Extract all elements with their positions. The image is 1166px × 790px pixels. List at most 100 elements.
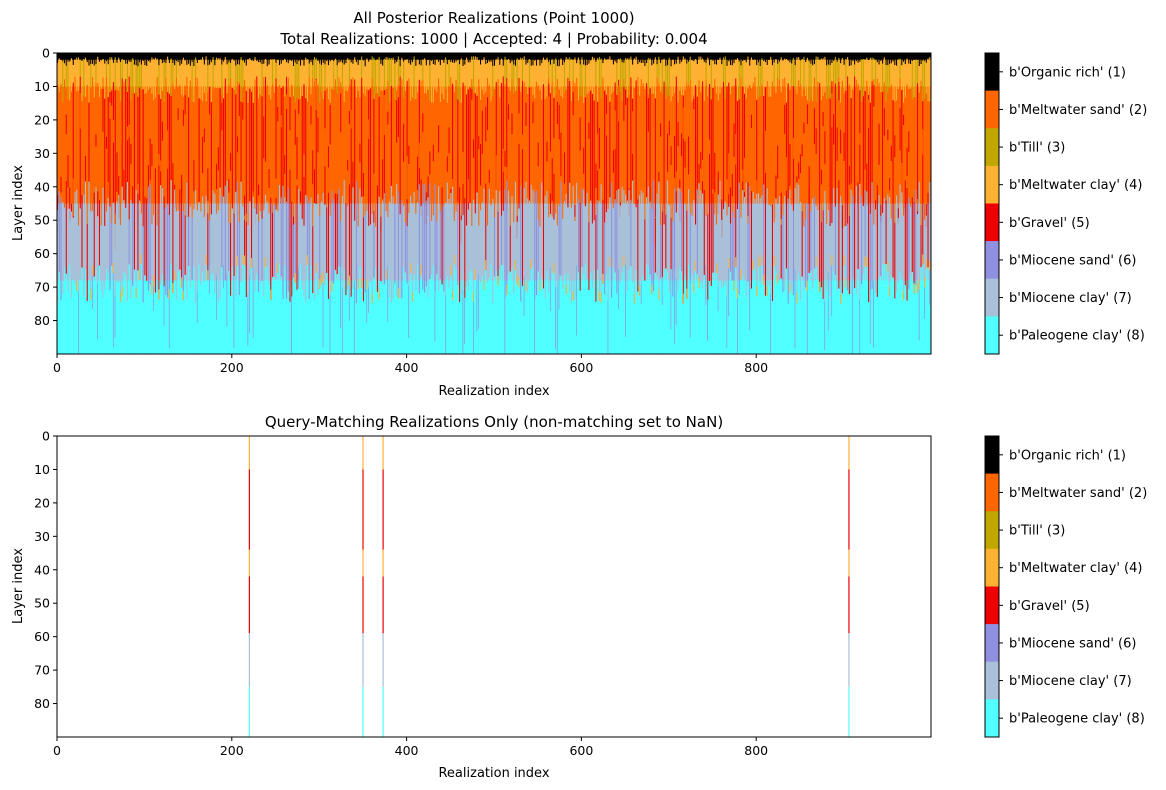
heatmap-cell xyxy=(855,79,857,186)
heatmap-cell xyxy=(392,87,394,197)
heatmap-cell xyxy=(787,198,789,304)
heatmap-cell xyxy=(397,298,399,354)
heatmap-cell xyxy=(348,53,350,60)
heatmap-cell xyxy=(855,294,857,354)
heatmap-cell xyxy=(595,53,597,62)
heatmap-cell xyxy=(125,274,127,354)
heatmap-cell xyxy=(107,97,109,198)
heatmap-cell xyxy=(761,83,763,196)
heatmap-cell xyxy=(714,271,716,354)
heatmap-cell xyxy=(481,202,483,276)
heatmap-cell xyxy=(710,218,712,286)
heatmap-cell xyxy=(396,295,398,354)
heatmap-cell xyxy=(294,62,296,103)
heatmap-cell xyxy=(857,182,859,270)
heatmap-cell xyxy=(478,60,480,80)
heatmap-cell xyxy=(621,272,623,354)
heatmap-cell xyxy=(726,296,728,348)
heatmap-cell xyxy=(167,53,169,57)
heatmap-cell xyxy=(198,202,200,265)
heatmap-cell xyxy=(689,80,691,214)
heatmap-cell xyxy=(446,182,448,277)
heatmap-cell xyxy=(724,284,726,354)
heatmap-cell xyxy=(247,59,249,104)
heatmap-cell xyxy=(513,53,515,65)
heatmap-cell xyxy=(675,53,677,64)
heatmap-cell xyxy=(665,214,667,269)
heatmap-cell xyxy=(689,53,691,57)
heatmap-cell xyxy=(715,53,718,65)
heatmap-cell xyxy=(630,200,632,267)
top-plot-frame xyxy=(56,52,932,355)
heatmap-cell xyxy=(445,53,447,58)
top-colorbar: b'Organic rich' (1)b'Meltwater sand' (2)… xyxy=(984,52,1147,355)
heatmap-cell xyxy=(170,180,172,265)
heatmap-cell xyxy=(658,181,660,300)
heatmap-cell xyxy=(595,301,597,354)
heatmap-cell xyxy=(83,53,85,59)
heatmap-cell xyxy=(70,211,73,299)
heatmap-cell xyxy=(277,59,279,87)
heatmap-cell xyxy=(500,215,503,266)
heatmap-cell xyxy=(354,79,356,221)
heatmap-cell xyxy=(69,187,71,221)
heatmap-cell xyxy=(890,218,892,276)
heatmap-cell xyxy=(147,165,149,201)
heatmap-cell xyxy=(511,61,513,79)
heatmap-cell xyxy=(261,53,263,65)
heatmap-cell xyxy=(399,53,401,67)
heatmap-cell xyxy=(404,53,406,60)
heatmap-cell xyxy=(74,191,76,285)
heatmap-cell xyxy=(824,53,826,57)
heatmap-cell xyxy=(653,53,655,64)
heatmap-cell xyxy=(212,53,214,58)
heatmap-cell xyxy=(703,101,705,190)
heatmap-cell xyxy=(214,53,216,66)
heatmap-cell xyxy=(590,272,592,354)
heatmap-cell xyxy=(230,78,232,223)
heatmap-cell xyxy=(558,53,560,67)
heatmap-cell xyxy=(390,85,392,186)
heatmap-cell xyxy=(359,53,361,61)
heatmap-cell xyxy=(778,53,780,62)
heatmap-cell xyxy=(238,82,240,223)
heatmap-cell xyxy=(497,57,499,80)
heatmap-cell xyxy=(177,53,179,63)
heatmap-cell xyxy=(369,59,371,89)
heatmap-cell xyxy=(882,91,884,213)
heatmap-cell xyxy=(193,102,195,210)
heatmap-cell xyxy=(245,222,247,298)
heatmap-cell xyxy=(452,83,454,187)
heatmap-cell xyxy=(852,61,854,90)
heatmap-cell xyxy=(161,63,163,91)
heatmap-cell xyxy=(209,265,211,354)
heatmap-cell xyxy=(135,190,137,299)
heatmap-cell xyxy=(562,288,564,354)
heatmap-cell xyxy=(380,63,382,91)
heatmap-cell xyxy=(619,283,621,354)
heatmap-cell xyxy=(906,53,908,59)
heatmap-cell xyxy=(397,97,399,138)
heatmap-cell xyxy=(112,119,114,143)
heatmap-cell xyxy=(911,61,913,100)
matching-realization-segment xyxy=(382,576,384,634)
heatmap-cell xyxy=(710,285,712,354)
heatmap-cell xyxy=(778,61,780,80)
matching-realization-segment xyxy=(248,469,250,550)
matching-realization-segment xyxy=(362,469,364,550)
heatmap-cell xyxy=(483,57,485,95)
heatmap-cell xyxy=(565,284,567,295)
heatmap-cell xyxy=(294,223,296,284)
heatmap-cell xyxy=(698,164,700,195)
heatmap-cell xyxy=(70,53,73,59)
heatmap-cell xyxy=(558,66,560,90)
heatmap-cell xyxy=(714,152,716,193)
heatmap-cell xyxy=(376,59,378,93)
heatmap-cell xyxy=(74,76,76,192)
heatmap-cell xyxy=(158,289,160,300)
heatmap-cell xyxy=(861,284,863,354)
heatmap-cell xyxy=(570,207,572,303)
heatmap-cell xyxy=(857,269,859,354)
heatmap-cell xyxy=(497,53,499,58)
heatmap-cell xyxy=(862,58,864,97)
